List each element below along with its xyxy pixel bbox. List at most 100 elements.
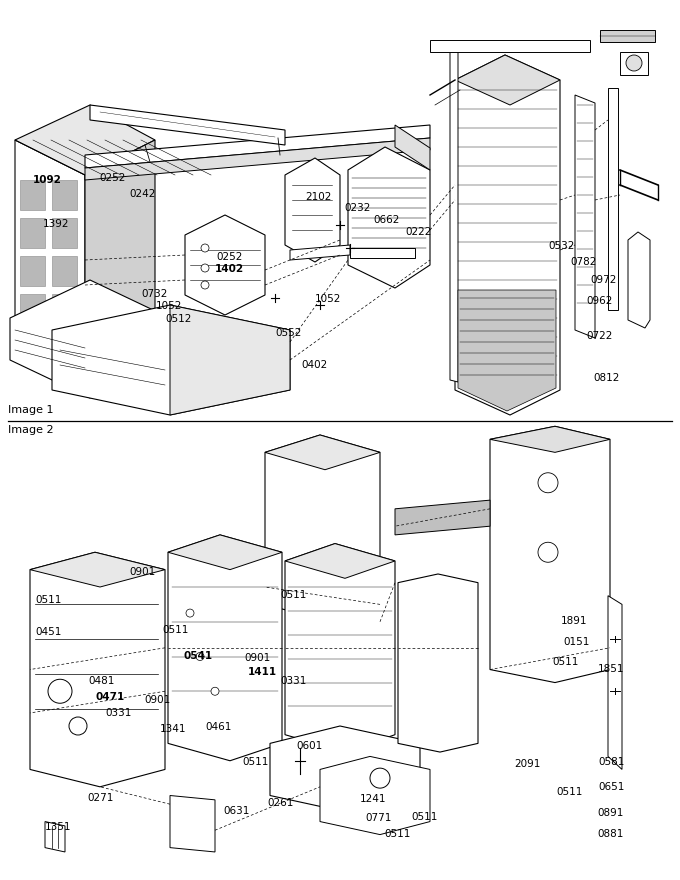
Polygon shape	[350, 248, 415, 258]
Polygon shape	[170, 796, 215, 852]
Polygon shape	[608, 88, 618, 310]
Text: 0511: 0511	[36, 595, 62, 605]
Polygon shape	[395, 125, 430, 170]
Polygon shape	[52, 294, 77, 324]
Text: 0532: 0532	[549, 241, 575, 252]
Polygon shape	[45, 822, 65, 852]
Text: 0511: 0511	[557, 787, 583, 797]
Polygon shape	[85, 125, 430, 168]
Text: 0511: 0511	[412, 811, 438, 822]
Circle shape	[538, 542, 558, 562]
Text: 1392: 1392	[43, 218, 69, 229]
Text: 0631: 0631	[224, 806, 250, 817]
Polygon shape	[490, 426, 610, 683]
Circle shape	[201, 244, 209, 252]
Circle shape	[69, 717, 87, 735]
Text: 1092: 1092	[33, 174, 62, 185]
Text: 0252: 0252	[217, 252, 243, 262]
Text: 0511: 0511	[243, 757, 269, 767]
Text: 0901: 0901	[130, 567, 156, 577]
Polygon shape	[395, 500, 490, 535]
Text: 0461: 0461	[206, 722, 232, 732]
Text: 0812: 0812	[594, 373, 619, 384]
Polygon shape	[168, 535, 282, 760]
Text: 0901: 0901	[145, 695, 171, 706]
Text: 1052: 1052	[315, 294, 341, 304]
Text: 0972: 0972	[591, 275, 617, 285]
Text: 0232: 0232	[345, 202, 371, 213]
Text: 0722: 0722	[587, 331, 613, 341]
Text: 1341: 1341	[160, 723, 186, 734]
Polygon shape	[20, 294, 45, 324]
Circle shape	[538, 473, 558, 493]
Text: 0512: 0512	[165, 313, 191, 324]
Text: 0242: 0242	[130, 188, 156, 199]
Text: 0901: 0901	[244, 653, 270, 664]
Polygon shape	[52, 218, 77, 248]
Polygon shape	[450, 50, 458, 382]
Circle shape	[370, 768, 390, 788]
Polygon shape	[455, 55, 560, 415]
Polygon shape	[348, 147, 430, 288]
Text: 0331: 0331	[281, 676, 307, 686]
Text: Image 2: Image 2	[8, 425, 54, 435]
Text: 0451: 0451	[36, 627, 62, 637]
Circle shape	[48, 679, 72, 703]
Polygon shape	[90, 105, 285, 145]
Polygon shape	[52, 305, 290, 415]
Polygon shape	[458, 290, 556, 411]
Polygon shape	[575, 95, 595, 338]
Text: 0511: 0511	[553, 656, 579, 667]
Polygon shape	[168, 535, 282, 569]
Text: 0771: 0771	[365, 813, 391, 824]
Polygon shape	[628, 232, 650, 328]
Circle shape	[201, 281, 209, 289]
Polygon shape	[15, 140, 85, 355]
Text: 0511: 0511	[384, 829, 410, 840]
Text: 0662: 0662	[373, 215, 399, 225]
Polygon shape	[30, 553, 165, 587]
Text: 0471: 0471	[95, 692, 125, 702]
Polygon shape	[15, 105, 155, 175]
Polygon shape	[608, 596, 622, 769]
Text: 0402: 0402	[301, 360, 327, 370]
Text: 0331: 0331	[106, 708, 132, 718]
Text: 0481: 0481	[89, 676, 115, 686]
Text: 0261: 0261	[268, 797, 294, 808]
Text: 0511: 0511	[163, 625, 188, 635]
Text: 0601: 0601	[296, 741, 322, 752]
Polygon shape	[265, 435, 380, 622]
Text: 0732: 0732	[142, 289, 168, 299]
Text: 0782: 0782	[571, 257, 596, 268]
Polygon shape	[20, 256, 45, 286]
Polygon shape	[270, 726, 420, 813]
Text: 0222: 0222	[406, 227, 432, 238]
Circle shape	[196, 652, 204, 661]
Polygon shape	[265, 435, 380, 470]
Polygon shape	[285, 158, 340, 262]
Polygon shape	[85, 138, 430, 180]
Text: 1851: 1851	[598, 664, 624, 674]
Polygon shape	[490, 426, 610, 452]
Text: 0552: 0552	[276, 327, 302, 338]
Polygon shape	[30, 553, 165, 787]
Circle shape	[211, 687, 219, 695]
Circle shape	[626, 55, 642, 71]
Text: 0881: 0881	[598, 829, 624, 840]
Text: 0252: 0252	[99, 172, 125, 183]
Text: 0151: 0151	[564, 637, 590, 648]
Polygon shape	[20, 218, 45, 248]
Polygon shape	[285, 544, 395, 578]
Text: 0962: 0962	[587, 296, 613, 306]
Polygon shape	[52, 256, 77, 286]
Polygon shape	[430, 40, 590, 52]
Text: 1402: 1402	[216, 264, 244, 275]
Text: 0271: 0271	[88, 793, 114, 803]
Text: 0581: 0581	[599, 757, 625, 767]
Text: 1891: 1891	[561, 616, 587, 627]
Text: 1052: 1052	[156, 301, 182, 312]
Text: 0541: 0541	[184, 651, 213, 662]
Text: 0651: 0651	[599, 781, 625, 792]
Polygon shape	[290, 245, 350, 260]
Polygon shape	[285, 544, 395, 752]
